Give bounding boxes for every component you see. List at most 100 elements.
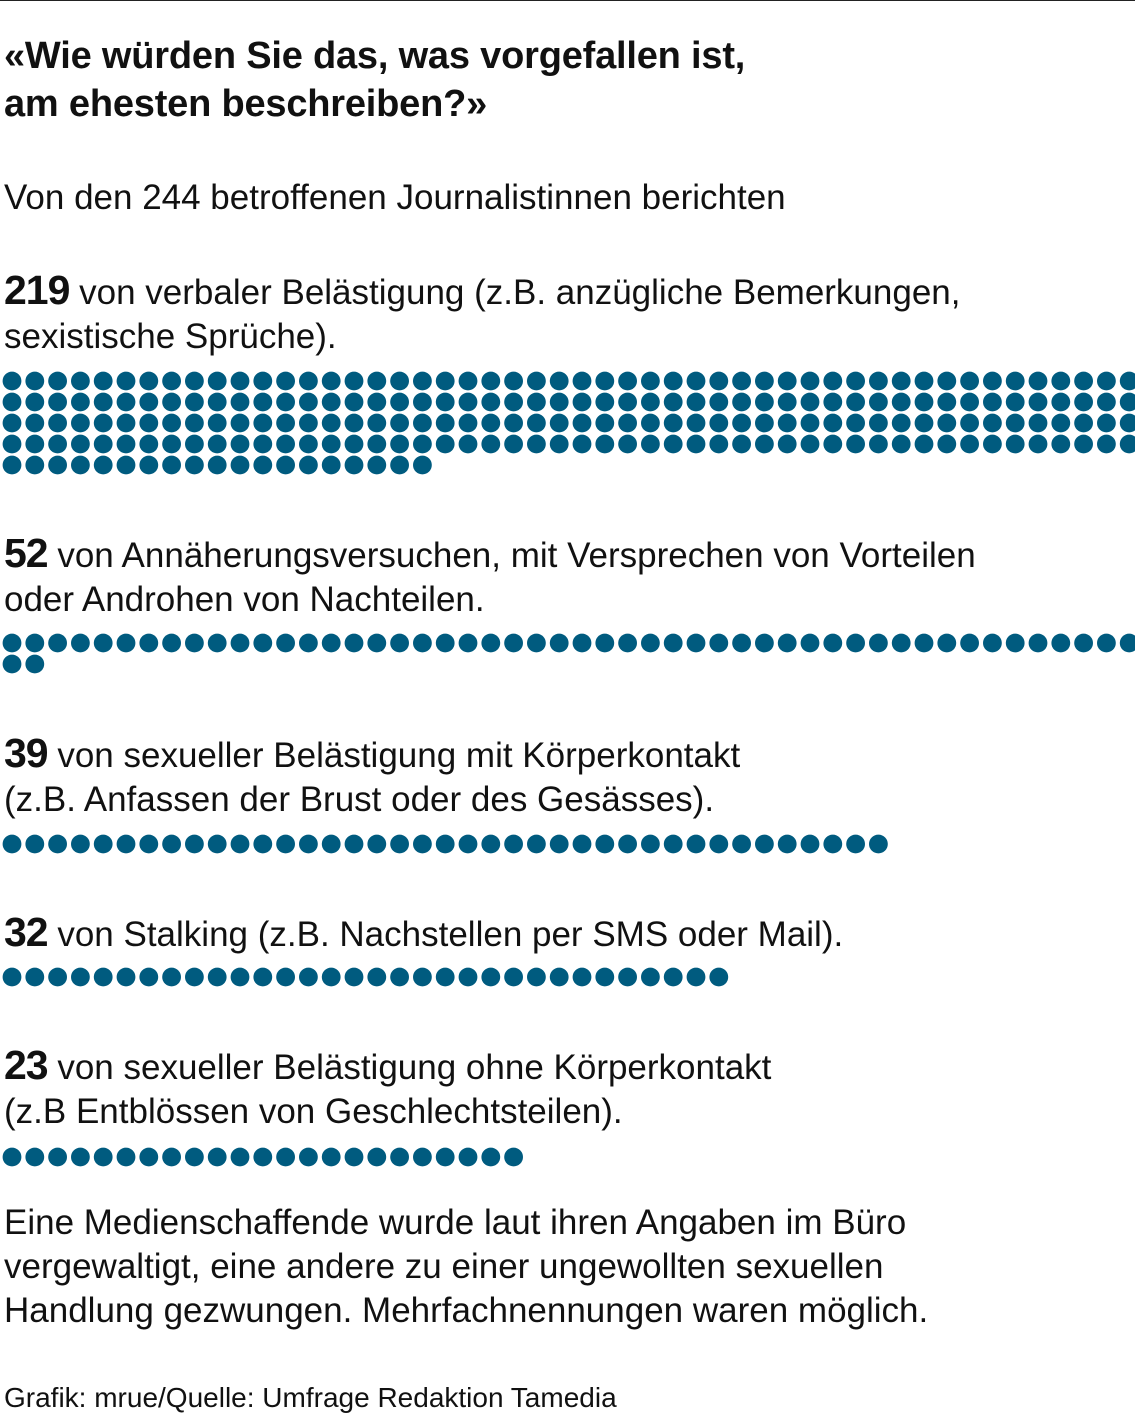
footnote-line-2: vergewaltigt, eine andere zu einer ungew…	[4, 1247, 884, 1286]
dot-series-1-219	[413, 455, 432, 475]
dot-series-1-130	[663, 413, 683, 433]
dot-series-5-16	[344, 1147, 364, 1167]
dot-series-1-20	[435, 371, 455, 391]
dot-series-1-47	[1051, 371, 1071, 391]
dot-series-1-31	[686, 371, 706, 391]
dot-series-2-14	[299, 633, 318, 653]
dot-series-1-115	[321, 413, 341, 433]
dot-series-1-217	[367, 455, 387, 475]
dot-series-1-169	[413, 434, 432, 454]
dot-series-1-49	[1097, 371, 1116, 391]
dot-series-1-68	[390, 392, 409, 412]
dot-series-1-172	[481, 434, 501, 454]
dot-series-1-161	[230, 434, 250, 454]
dot-series-3-26	[572, 834, 592, 854]
dot-series-3-2	[25, 834, 45, 854]
dot-series-1-106	[116, 413, 136, 433]
item-1-line-1: 219 von verbaler Belästigung (z.B. anzüg…	[4, 268, 961, 315]
dot-series-1-119	[413, 413, 432, 433]
dot-series-1-201	[2, 455, 22, 475]
dot-series-3-12	[253, 834, 273, 854]
dot-series-5-2	[25, 1147, 45, 1167]
dot-series-1-203	[48, 455, 67, 475]
dot-series-5-9	[185, 1147, 204, 1167]
dot-series-4-3	[48, 967, 67, 987]
dot-series-2-29	[641, 633, 660, 653]
dot-series-1-78	[618, 392, 637, 412]
dot-series-1-105	[93, 413, 113, 433]
dot-series-1-145	[1005, 413, 1025, 433]
dot-series-5-18	[390, 1147, 409, 1167]
dot-series-1-41	[914, 371, 934, 391]
dot-series-1-97	[1051, 392, 1071, 412]
dot-series-1-32	[709, 371, 729, 391]
dot-series-1-59	[185, 392, 204, 412]
dot-series-1-216	[344, 455, 364, 475]
dot-series-5-21	[458, 1147, 478, 1167]
dot-series-5-22	[481, 1147, 501, 1167]
dot-series-1-195	[1005, 434, 1025, 454]
item-3-number: 39	[4, 730, 49, 776]
dot-series-1-122	[481, 413, 501, 433]
dot-series-5-6	[116, 1147, 136, 1167]
dot-series-1-91	[914, 392, 934, 412]
chart-title: «Wie würden Sie das, was vorgefallen ist…	[4, 32, 745, 128]
item-5-text: 23 von sexueller Belästigung ohne Körper…	[4, 1043, 771, 1134]
dot-series-4-26	[572, 967, 592, 987]
item-5-label-line-2: (z.B Entblössen von Geschlechtsteilen).	[4, 1092, 623, 1131]
dot-series-5-4	[71, 1147, 90, 1167]
dot-series-1-125	[549, 413, 569, 433]
dot-series-3-15	[321, 834, 341, 854]
dot-series-1-175	[549, 434, 569, 454]
item-2-dots	[2, 633, 1135, 674]
dot-series-1-143	[960, 413, 979, 433]
dot-series-5-15	[321, 1147, 341, 1167]
dot-series-4-15	[321, 967, 341, 987]
dot-series-1-156	[116, 434, 136, 454]
dot-series-5-17	[367, 1147, 387, 1167]
dot-series-1-17	[367, 371, 387, 391]
dot-series-1-211	[230, 455, 250, 475]
dot-series-4-10	[207, 967, 227, 987]
dot-series-2-9	[185, 633, 204, 653]
dot-series-1-74	[527, 392, 546, 412]
dot-series-1-114	[299, 413, 318, 433]
dot-series-5-20	[435, 1147, 455, 1167]
dot-series-5-1	[2, 1147, 22, 1167]
dot-series-1-1	[2, 371, 22, 391]
dot-series-2-34	[755, 633, 774, 653]
dot-series-4-22	[481, 967, 501, 987]
dot-series-4-4	[71, 967, 90, 987]
dot-series-1-83	[732, 392, 751, 412]
dot-series-2-45	[1005, 633, 1025, 653]
dot-series-1-140	[891, 413, 911, 433]
dot-series-2-38	[846, 633, 865, 653]
dot-series-1-174	[527, 434, 546, 454]
item-4-label-line-1: von Stalking (z.B. Nachstellen per SMS o…	[47, 915, 844, 954]
dot-series-2-42	[937, 633, 957, 653]
dot-series-1-135	[777, 413, 797, 433]
dot-series-1-160	[207, 434, 227, 454]
dot-series-1-53	[48, 392, 67, 412]
dot-series-1-134	[755, 413, 774, 433]
dot-series-1-5	[93, 371, 113, 391]
dot-series-1-13	[276, 371, 295, 391]
dot-series-1-208	[162, 455, 182, 475]
dot-series-4-18	[390, 967, 409, 987]
dot-series-1-50	[1119, 371, 1135, 391]
dot-series-2-19	[413, 633, 432, 653]
dot-series-1-209	[185, 455, 204, 475]
dot-series-1-29	[641, 371, 660, 391]
dot-series-1-30	[663, 371, 683, 391]
dot-series-1-126	[572, 413, 592, 433]
dot-series-1-111	[230, 413, 250, 433]
dot-series-4-13	[276, 967, 295, 987]
dot-series-1-60	[207, 392, 227, 412]
dot-series-2-44	[983, 633, 1002, 653]
dot-series-5-3	[48, 1147, 67, 1167]
dot-series-4-21	[458, 967, 478, 987]
item-4-dots	[2, 967, 729, 987]
dot-series-1-112	[253, 413, 273, 433]
item-3-dots	[2, 834, 888, 854]
dot-series-1-210	[207, 455, 227, 475]
